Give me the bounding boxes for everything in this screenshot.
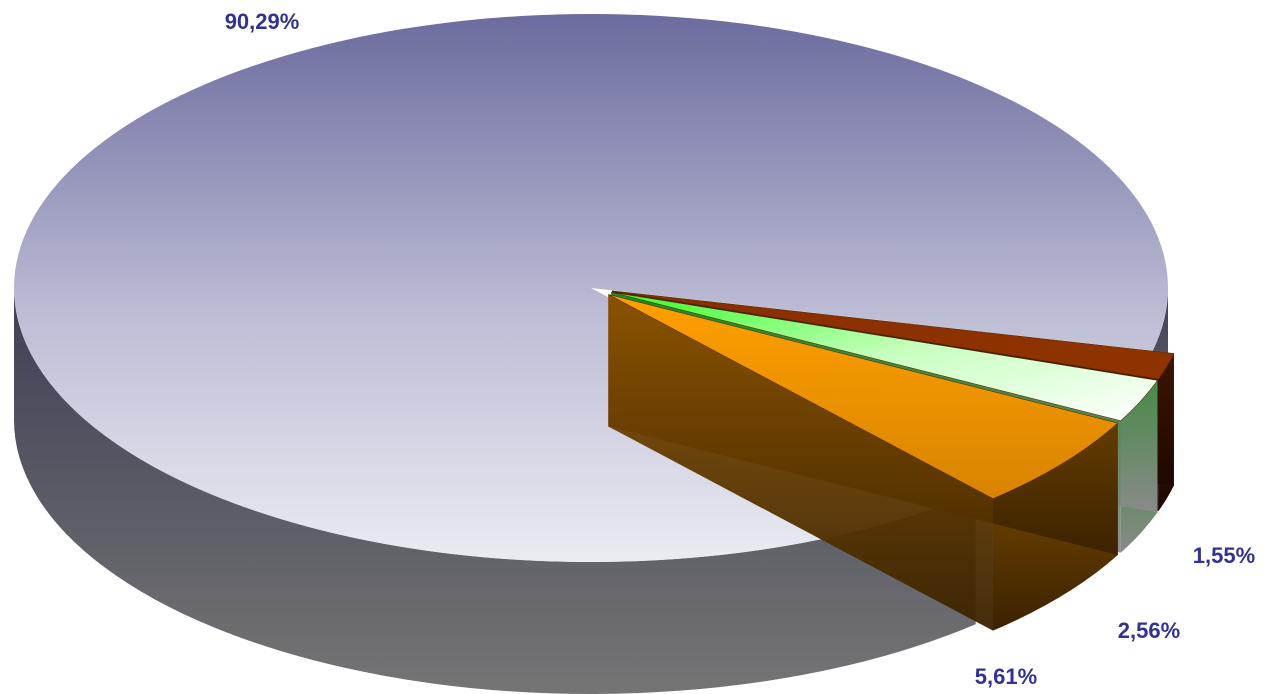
slice-orange-cut-1 — [608, 294, 993, 631]
slice-big-top — [14, 13, 1169, 562]
slice-orange-top — [608, 294, 1119, 500]
slice-green-top — [611, 291, 1159, 422]
slice-big-side-0 — [14, 285, 976, 694]
slice-label-5-61: 5,61% — [975, 664, 1037, 689]
pie-labels: 90,29% 5,61% 2,56% 1,55% — [225, 9, 1256, 689]
pie-slices — [14, 13, 1175, 694]
slice-label-1-55: 1,55% — [1193, 543, 1255, 568]
slice-brown-top — [612, 290, 1175, 380]
slice-label-90-29: 90,29% — [225, 9, 300, 34]
slice-label-2-56: 2,56% — [1118, 618, 1180, 643]
